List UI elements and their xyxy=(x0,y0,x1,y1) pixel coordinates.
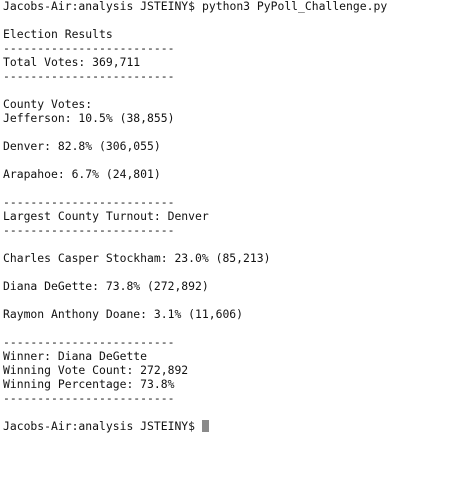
command: python3 PyPoll_Challenge.py xyxy=(202,0,388,13)
county-line: Denver: 82.8% (306,055) xyxy=(3,139,161,153)
separator: ------------------------- xyxy=(3,391,175,405)
separator: ------------------------- xyxy=(3,335,175,349)
candidate-line: Charles Casper Stockham: 23.0% (85,213) xyxy=(3,251,271,265)
prompt: Jacobs-Air:analysis JSTEINY$ xyxy=(3,419,196,433)
output-line: Winning Percentage: 73.8% xyxy=(3,377,175,391)
separator: ------------------------- xyxy=(3,41,175,55)
output-line: Winning Vote Count: 272,892 xyxy=(3,363,189,377)
candidate-line: Raymon Anthony Doane: 3.1% (11,606) xyxy=(3,307,244,321)
county-line: Arapahoe: 6.7% (24,801) xyxy=(3,167,161,181)
separator: ------------------------- xyxy=(3,69,175,83)
candidate-line: Diana DeGette: 73.8% (272,892) xyxy=(3,279,209,293)
prompt: Jacobs-Air:analysis JSTEINY$ xyxy=(3,0,196,13)
separator: ------------------------- xyxy=(3,195,175,209)
output-line: County Votes: xyxy=(3,97,93,111)
cursor xyxy=(202,420,210,432)
prompt-line: Jacobs-Air:analysis JSTEINY$ python3 PyPo… xyxy=(3,0,449,14)
separator: ------------------------- xyxy=(3,223,175,237)
output-line: Total Votes: 369,711 xyxy=(3,55,141,69)
output-line: Largest County Turnout: Denver xyxy=(3,209,209,223)
output-line: Election Results xyxy=(3,27,113,41)
county-line: Jefferson: 10.5% (38,855) xyxy=(3,111,175,125)
output-line: Winner: Diana DeGette xyxy=(3,349,148,363)
prompt-line: Jacobs-Air:analysis JSTEINY$ xyxy=(3,420,449,434)
